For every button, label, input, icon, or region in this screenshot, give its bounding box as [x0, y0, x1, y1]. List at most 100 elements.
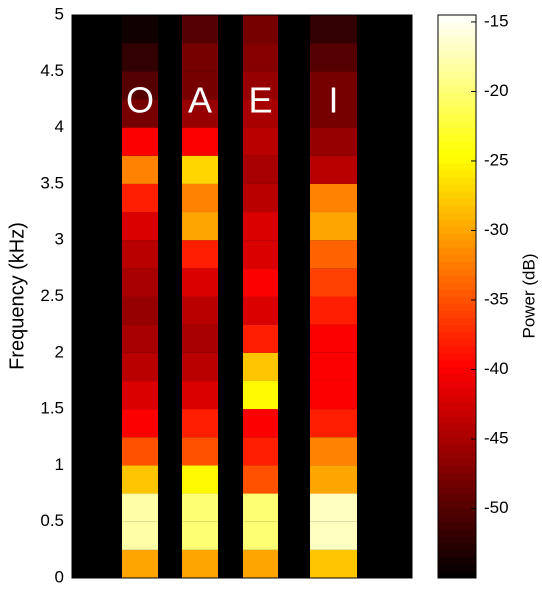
spectrogram-cell [243, 324, 278, 353]
spectrogram-cell [122, 380, 158, 410]
spectrogram-cell [182, 409, 218, 438]
spectrogram-cell [310, 183, 357, 213]
spectrogram-cell [310, 15, 357, 44]
spectrogram-cell [243, 212, 278, 241]
colorbar-slice [438, 190, 476, 199]
spectrogram-cell [310, 268, 357, 297]
spectrogram-cell [182, 43, 218, 72]
colorbar-slice [438, 458, 476, 466]
spectrogram-cell [310, 521, 357, 550]
spectrogram-cell [182, 324, 218, 353]
spectrogram-cell [122, 521, 158, 550]
spectrogram-cell [243, 493, 278, 522]
colorbar-slice [438, 402, 476, 410]
spectrogram-cell [243, 521, 278, 550]
colorbar-slice [438, 373, 476, 382]
colorbar-slice [438, 514, 476, 523]
spectrogram-cell [243, 127, 278, 156]
y-tick-label: 1 [55, 455, 64, 474]
colorbar-slice [438, 521, 476, 530]
spectrogram-cell [122, 212, 158, 241]
spectrogram-cell [243, 183, 278, 213]
spectrogram-cell [182, 127, 218, 156]
colorbar-slice [438, 183, 476, 192]
vowel-label: O [126, 80, 154, 121]
spectrogram-cell [182, 521, 218, 550]
colorbar-slice [438, 563, 476, 572]
colorbar-slice [438, 268, 476, 276]
colorbar-slice [438, 141, 476, 150]
spectrogram-cell [122, 99, 158, 128]
y-tick-label: 3.5 [40, 173, 64, 192]
y-tick-label: 0 [55, 567, 64, 586]
colorbar-slice [438, 29, 476, 37]
spectrogram-cell [310, 380, 357, 410]
colorbar-tick-label: -25 [484, 150, 509, 169]
colorbar-tick-label: -20 [484, 81, 509, 100]
colorbar-tick-label: -45 [484, 428, 509, 447]
spectrogram-cell [182, 437, 218, 466]
spectrogram-cell [310, 240, 357, 269]
spectrogram-cell [122, 493, 158, 522]
colorbar-slice [438, 500, 476, 509]
spectrogram-cell [122, 240, 158, 269]
spectrogram-cell [182, 212, 218, 241]
spectrogram-cell [122, 465, 158, 494]
colorbar-slice [438, 282, 476, 290]
colorbar-slice [438, 127, 476, 136]
spectrogram-cell [182, 15, 218, 44]
colorbar-slice [438, 345, 476, 354]
spectrogram-cell [122, 268, 158, 297]
colorbar-tick-label: -35 [484, 289, 509, 308]
colorbar-slice [438, 240, 476, 248]
colorbar-slice [438, 64, 476, 72]
spectrogram-cell [310, 324, 357, 353]
spectrogram-cell [122, 127, 158, 156]
colorbar-slice [438, 36, 476, 44]
spectrogram-cell [182, 268, 218, 297]
colorbar-label: Power (dB) [519, 253, 538, 338]
spectrogram-cell [182, 183, 218, 213]
colorbar-slice [438, 528, 476, 537]
spectrogram-cell [243, 437, 278, 466]
colorbar-slice [438, 296, 476, 305]
spectrogram-cell [122, 549, 158, 578]
spectrogram-cell [243, 71, 278, 100]
spectrogram-cell [310, 212, 357, 241]
spectrogram-cell [182, 549, 218, 578]
colorbar-slice [438, 57, 476, 65]
y-tick-label: 2.5 [40, 286, 64, 305]
colorbar-slice [438, 493, 476, 502]
spectrogram-cell [243, 352, 278, 381]
colorbar-slice [438, 423, 476, 431]
colorbar-slice [438, 366, 476, 375]
spectrogram-cell [122, 296, 158, 325]
colorbar-slice [438, 570, 476, 579]
colorbar-tick-label: -40 [484, 359, 509, 378]
colorbar-slice [438, 43, 476, 51]
colorbar-tick-label: -15 [484, 11, 509, 30]
spectrogram-cell [310, 549, 357, 578]
spectrogram-cell [310, 465, 357, 494]
y-tick-label: 2 [55, 342, 64, 361]
y-tick-label: 4 [55, 117, 64, 136]
colorbar-slice [438, 289, 476, 297]
spectrogram-cell [310, 493, 357, 522]
colorbar-slice [438, 113, 476, 122]
spectrogram-cell [310, 409, 357, 438]
spectrogram-cell [182, 380, 218, 410]
colorbar-slice [438, 472, 476, 480]
colorbar-slice [438, 395, 476, 403]
spectrogram-cell [243, 268, 278, 297]
spectrogram-cell [122, 155, 158, 184]
colorbar-frame [437, 14, 477, 579]
colorbar-slice [438, 416, 476, 424]
spectrogram-cell [122, 43, 158, 72]
y-tick-label: 1.5 [40, 399, 64, 418]
colorbar-slice [438, 542, 476, 551]
y-tick-label: 0.5 [40, 511, 64, 530]
spectrogram-cell [243, 15, 278, 44]
vowel-label: A [188, 80, 212, 121]
colorbar-slice [438, 254, 476, 262]
